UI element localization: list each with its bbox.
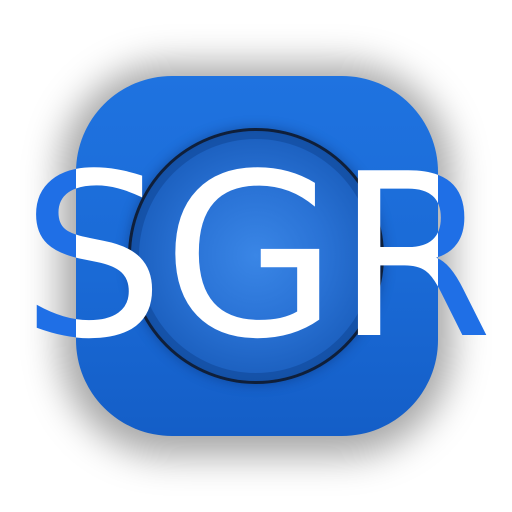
wordmark-text-inside: SGR: [21, 126, 491, 389]
center-circle-ring: [128, 128, 384, 384]
wordmark-text-outside: SGR: [21, 126, 491, 389]
